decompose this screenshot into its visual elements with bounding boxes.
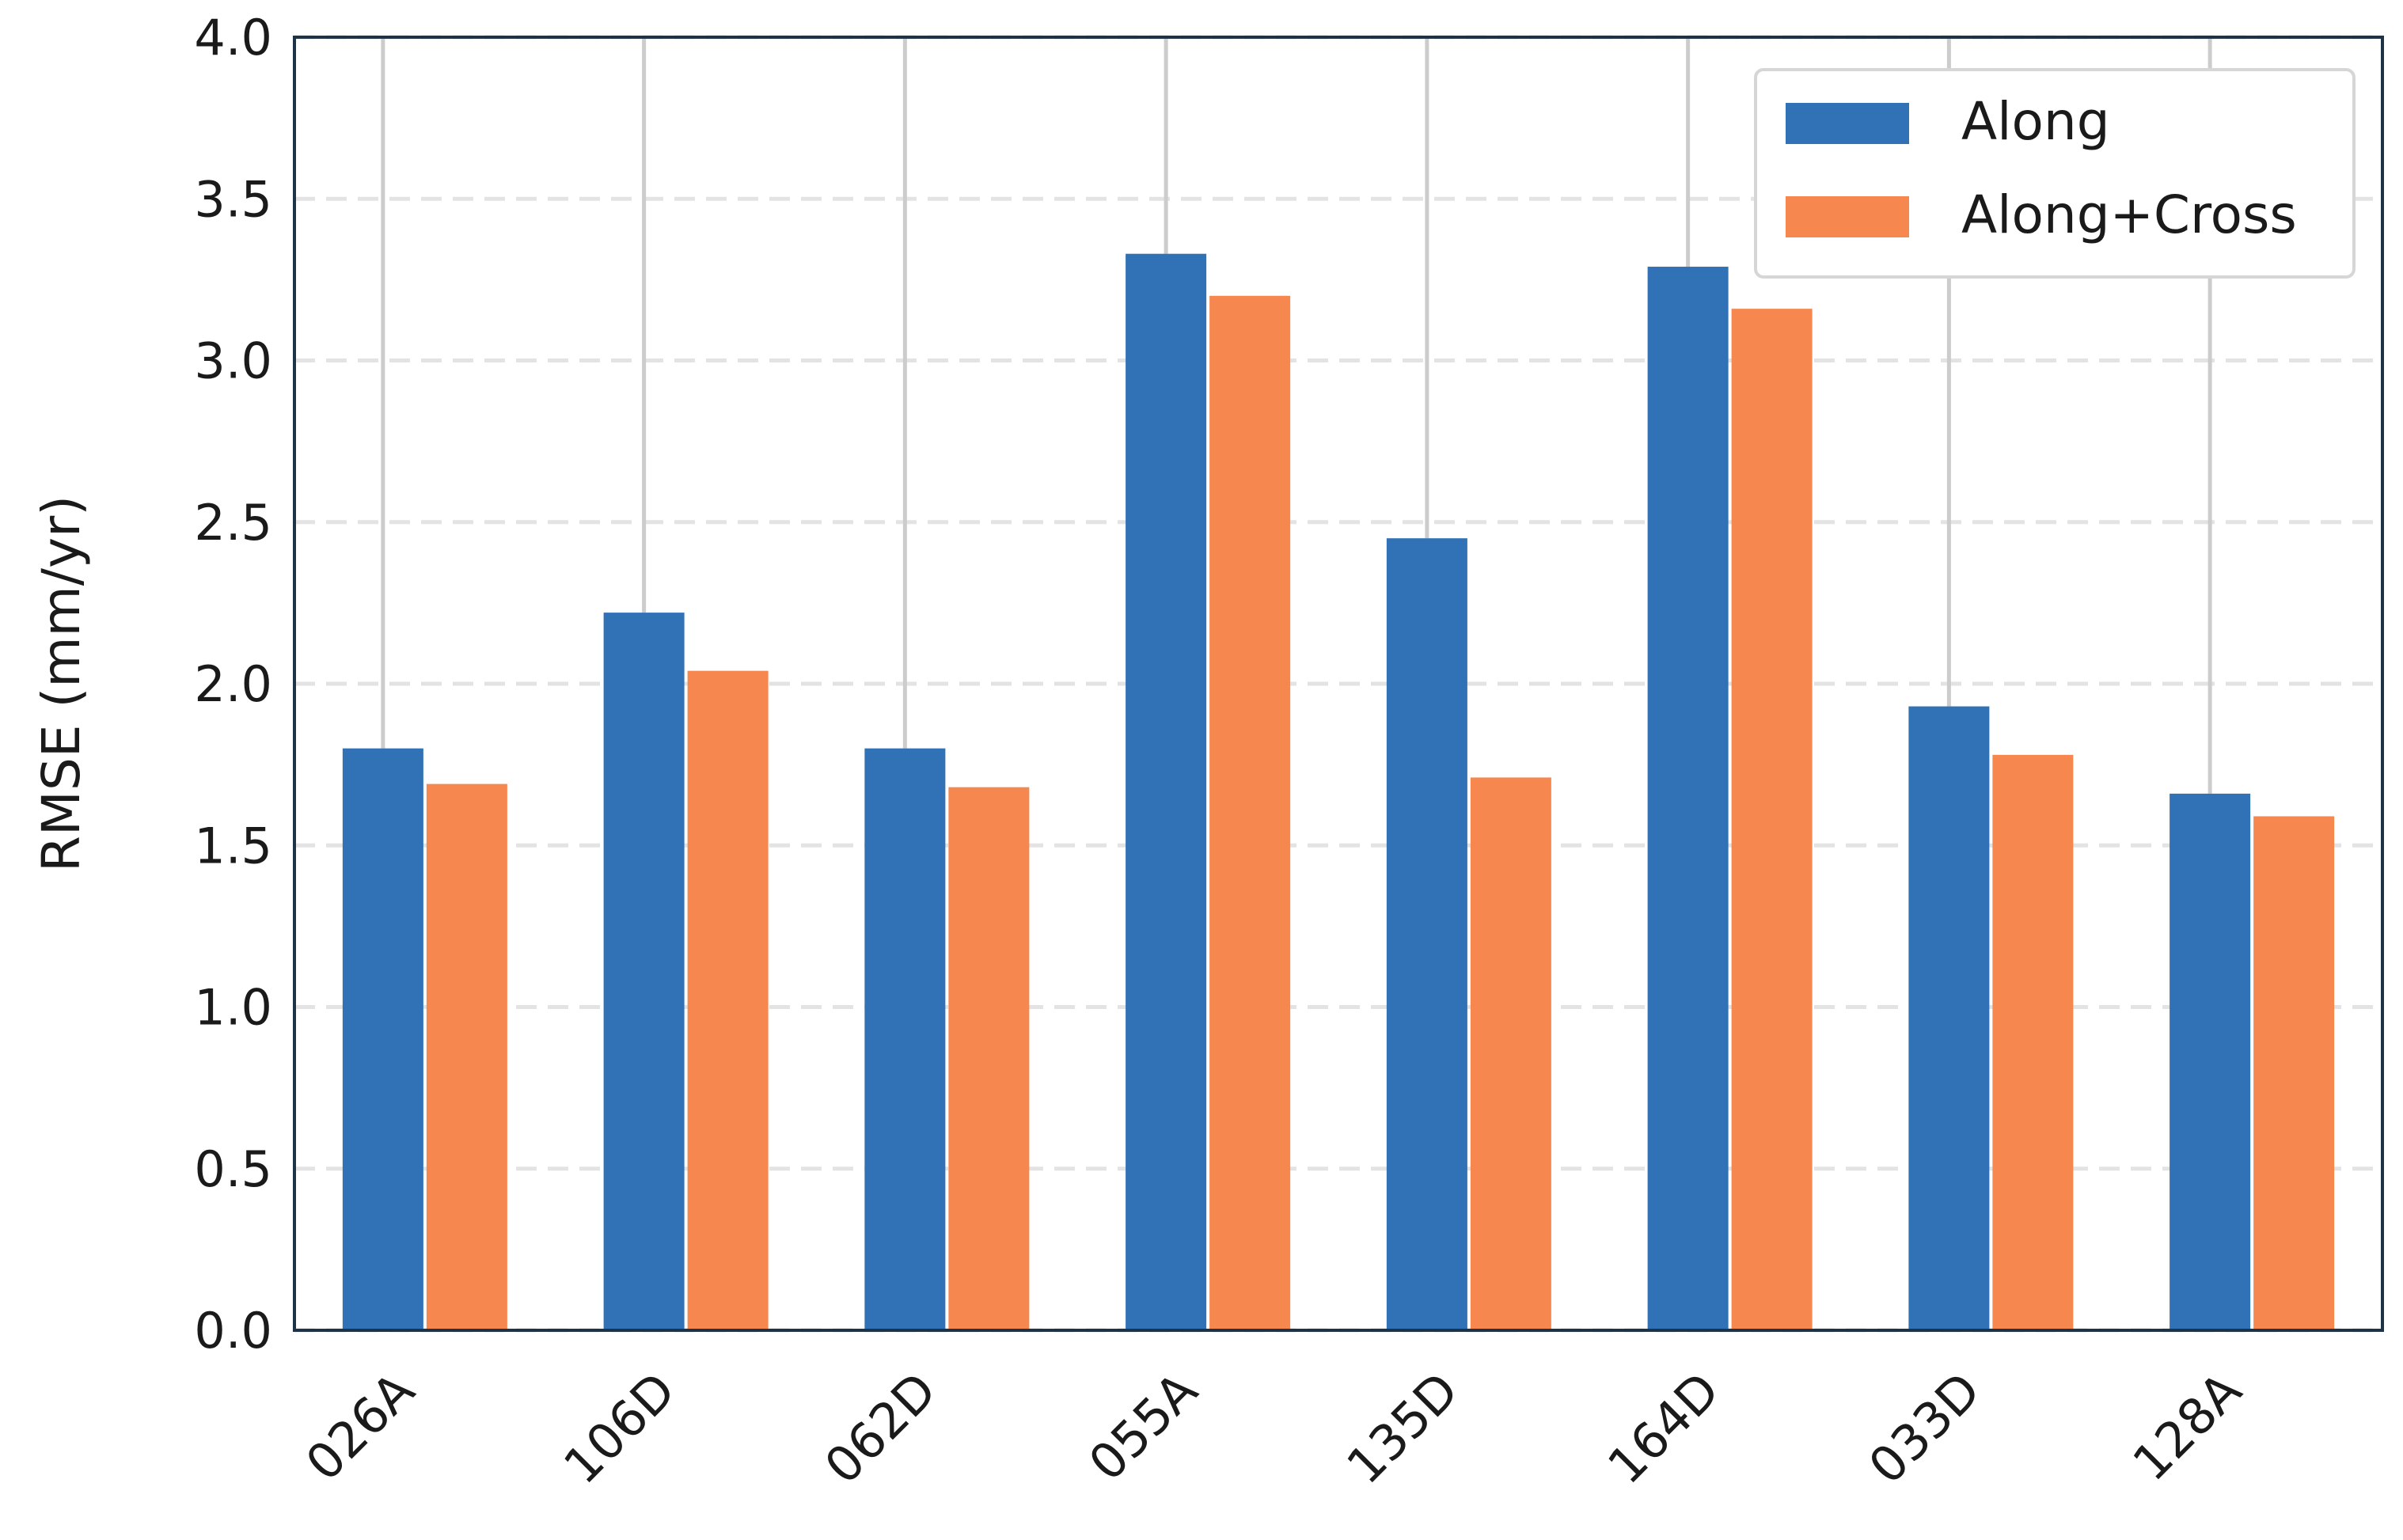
bar-along [2170, 793, 2251, 1330]
y-tick-label: 2.0 [194, 655, 272, 713]
bar-along-cross [687, 670, 769, 1330]
x-axis-ticks: 026A 106D 062D 055A 135D 164D 033D 128A [294, 1361, 2253, 1495]
y-tick-label: 4.0 [194, 9, 272, 66]
legend-swatch [1786, 103, 1909, 144]
bar-along-cross [426, 783, 507, 1330]
y-tick-label: 0.5 [194, 1140, 272, 1198]
bar-along [603, 613, 685, 1330]
y-tick-label: 3.0 [194, 332, 272, 390]
plot-frame [293, 36, 2384, 1332]
bar-along [342, 748, 423, 1330]
y-tick-label: 0.0 [194, 1302, 272, 1360]
legend: Along Along+Cross [1754, 68, 2356, 279]
y-axis-ticks: 0.0 0.5 1.0 1.5 2.0 2.5 3.0 3.5 4.0 [194, 9, 272, 1360]
legend-label: Along+Cross [1961, 184, 2297, 245]
x-tick-label: 026A [294, 1361, 425, 1492]
bar-along-cross [1470, 777, 1551, 1330]
legend-swatch [1786, 196, 1909, 237]
bar-along-cross [1209, 295, 1291, 1330]
bar-along-cross [948, 787, 1030, 1330]
bar-along [1126, 253, 1207, 1330]
x-tick-label: 164D [1596, 1361, 1730, 1495]
x-tick-label: 055A [1077, 1361, 1208, 1492]
bar-along-cross [2253, 816, 2335, 1330]
bar-along [1386, 538, 1467, 1330]
x-tick-label: 106D [552, 1361, 686, 1495]
y-tick-label: 1.5 [194, 817, 272, 874]
bar-along-cross [1731, 309, 1813, 1330]
y-axis-label: RMSE (mm/yr) [31, 495, 92, 872]
bar-along [864, 748, 946, 1330]
x-tick-label: 033D [1858, 1361, 1991, 1495]
bars [342, 253, 2335, 1330]
x-tick-label: 062D [814, 1361, 947, 1495]
y-tick-label: 1.0 [194, 979, 272, 1037]
x-tick-label: 128A [2121, 1361, 2252, 1492]
bar-along [1647, 267, 1729, 1330]
bar-along [1908, 706, 1990, 1330]
x-tick-label: 135D [1335, 1361, 1469, 1495]
y-tick-label: 2.5 [194, 494, 272, 552]
y-tick-label: 3.5 [194, 170, 272, 228]
legend-label: Along [1961, 91, 2110, 152]
bar-along-cross [1992, 754, 2074, 1330]
